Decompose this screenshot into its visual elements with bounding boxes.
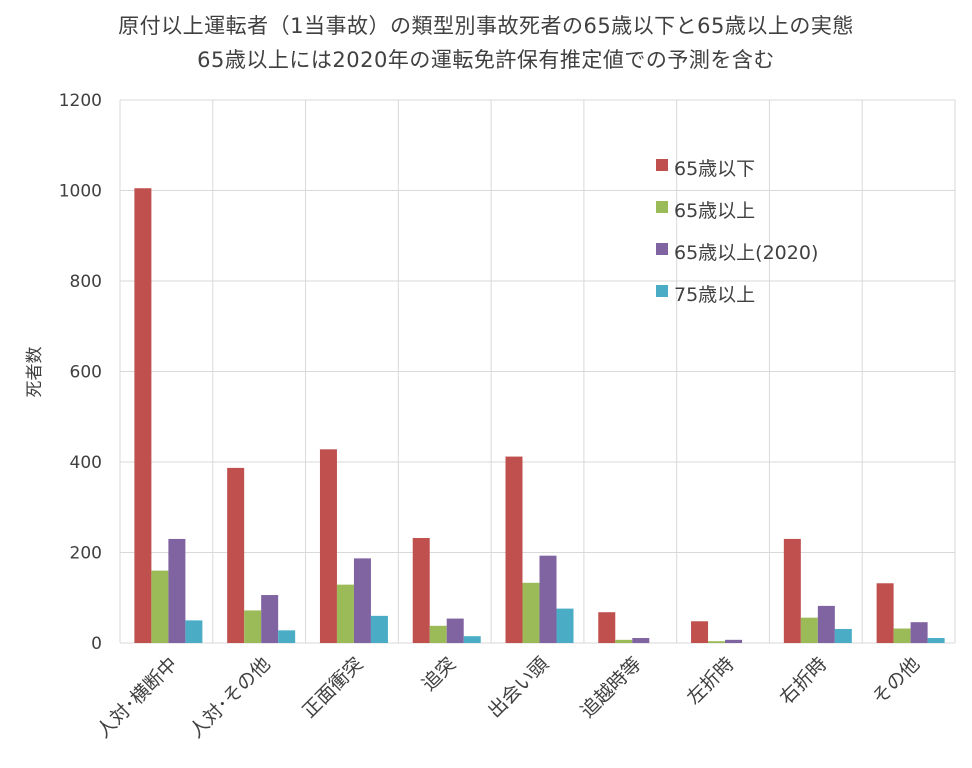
- bar-4: [556, 608, 574, 643]
- y-tick-label: 800: [70, 272, 102, 292]
- bar-4: [370, 615, 388, 643]
- x-tick-label: 右折時: [775, 653, 831, 709]
- bar-2: [244, 610, 262, 643]
- bar-1: [412, 538, 430, 643]
- legend-label: 75歳以上: [674, 284, 755, 306]
- bar-2: [800, 617, 818, 643]
- x-tick-label: 出会い頭: [484, 653, 553, 722]
- bar-1: [134, 188, 152, 644]
- bar-1: [598, 612, 616, 643]
- bar-3: [910, 622, 928, 643]
- bar-1: [227, 467, 245, 643]
- legend-label: 65歳以下: [674, 158, 755, 180]
- legend-swatch: [656, 201, 668, 213]
- bar-4: [278, 630, 296, 643]
- bar-4: [927, 638, 945, 643]
- bar-3: [632, 638, 650, 643]
- bar-1: [876, 583, 894, 643]
- bar-3: [446, 618, 464, 643]
- bar-2: [522, 582, 540, 643]
- bar-2: [708, 641, 726, 643]
- x-tick-label: 追越時等: [577, 653, 646, 722]
- bar-1: [783, 538, 801, 643]
- y-tick-label: 600: [70, 363, 102, 383]
- x-tick-label: 追突: [418, 653, 460, 695]
- x-tick-label: 人対･その他: [185, 653, 274, 742]
- y-tick-label: 200: [70, 544, 102, 564]
- y-tick-label: 0: [91, 634, 102, 654]
- y-axis-label: 死者数: [25, 347, 45, 398]
- legend-swatch: [656, 243, 668, 255]
- bar-2: [336, 584, 354, 643]
- chart-subtitle: 65歳以上には2020年の運転免許保有推定値での予測を含む: [197, 48, 775, 72]
- x-tick-label: 正面衝突: [298, 653, 367, 722]
- y-tick-label: 400: [70, 453, 102, 473]
- bar-1: [505, 456, 523, 643]
- bar-2: [615, 639, 633, 643]
- legend-swatch: [656, 159, 668, 171]
- legend-label: 65歳以上(2020): [674, 242, 818, 264]
- y-tick-label: 1000: [59, 182, 102, 202]
- legend-swatch: [656, 285, 668, 297]
- x-tick-label: 人対･横断中: [92, 653, 181, 742]
- bar-1: [319, 449, 337, 643]
- bar-4: [463, 636, 481, 643]
- chart-title: 原付以上運転者（1当事故）の類型別事故死者の65歳以下と65歳以上の実態: [118, 14, 854, 38]
- bar-2: [893, 628, 911, 643]
- legend-label: 65歳以上: [674, 200, 755, 222]
- bar-3: [725, 639, 743, 643]
- bar-4: [834, 628, 852, 643]
- bar-3: [817, 605, 835, 643]
- x-tick-label: 左折時: [683, 653, 739, 709]
- bar-3: [168, 538, 186, 643]
- bar-4: [185, 620, 203, 643]
- x-tick-label: その他: [868, 653, 924, 709]
- bar-1: [691, 621, 709, 643]
- bar-3: [261, 595, 279, 643]
- y-tick-label: 1200: [59, 91, 102, 111]
- bar-2: [151, 570, 169, 643]
- bar-2: [429, 625, 447, 643]
- bar-3: [353, 558, 371, 643]
- bar-3: [539, 555, 557, 643]
